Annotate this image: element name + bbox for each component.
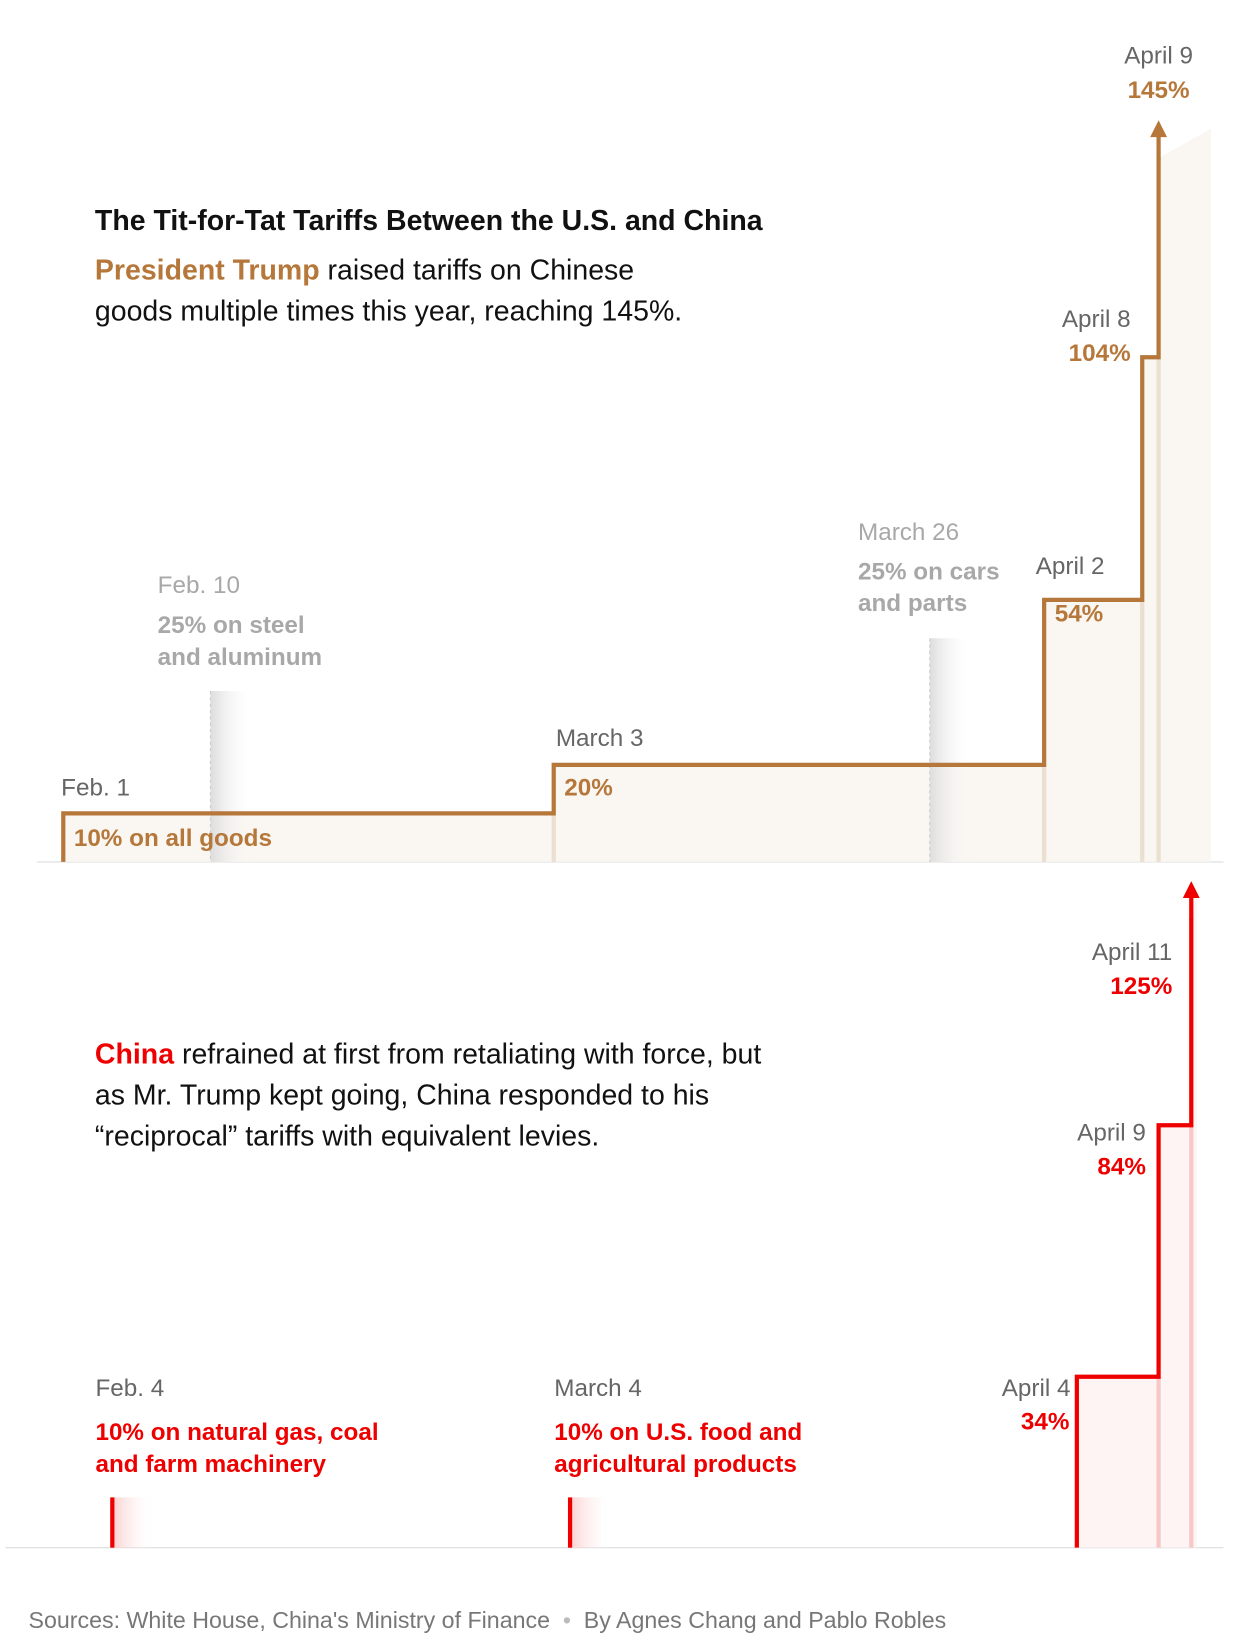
step-line [1074,919,1194,1548]
step-date: April 9 [1124,41,1193,69]
step-date: April 9 [1077,1118,1146,1146]
chart-title: The Tit-for-Tat Tariffs Between the U.S.… [94,204,763,237]
sources: Sources: White House, China's Ministry o… [28,1606,551,1634]
bar [567,1497,573,1548]
value-label: 20% [564,773,613,801]
text: refrained at first from retaliating with… [94,1038,762,1153]
value-label: 145% [1127,76,1190,104]
area [1076,889,1198,1548]
bar-fade [112,1497,155,1548]
annotation-fade [210,691,253,862]
event-date: March 4 [554,1373,642,1402]
separator: • [562,1606,571,1634]
step-date: April 11 [1091,937,1173,966]
step-date: March 3 [555,723,644,752]
step-line [61,158,1161,862]
credit: By Agnes Chang and Pablo Robles [583,1606,947,1634]
value-label: 104% [1068,338,1131,367]
bar [110,1497,115,1548]
event-date: Feb. 4 [95,1373,165,1402]
arrowhead [1182,881,1200,898]
value-label: 34% [1020,1407,1070,1435]
event-label: 10% on natural gas, coal and farm machin… [95,1418,379,1477]
step-date: April 4 [1001,1373,1071,1402]
step-date: April 2 [1035,551,1105,580]
annotation-date: Feb. 10 [157,570,240,599]
step-date: April 8 [1061,304,1131,333]
bar-fade [570,1497,613,1548]
annotation-fade [929,638,972,862]
lead: China [94,1038,175,1070]
lead: President Trump [94,254,320,286]
annotation-date: March 26 [857,518,960,546]
description: China refrained at first from retaliatin… [95,1034,781,1158]
text: raised tariffs on Chinese goods multiple… [94,254,683,328]
value-label: 84% [1097,1152,1146,1180]
event-label: 10% on U.S. food and agricultural produc… [554,1418,803,1477]
arrowhead [1150,120,1168,138]
footer: Sources: White House, China's Ministry o… [28,1606,946,1636]
step-date: Feb. 1 [61,773,130,801]
description: President Trump raised tariffs on Chines… [95,250,686,333]
value-label: 10% on all goods [73,824,272,852]
area [63,128,1211,862]
value-label: 125% [1110,971,1173,1000]
annotation-label: 25% on cars and parts [857,557,1000,617]
value-label: 54% [1054,599,1104,627]
annotation-label: 25% on steel and aluminum [157,610,323,670]
